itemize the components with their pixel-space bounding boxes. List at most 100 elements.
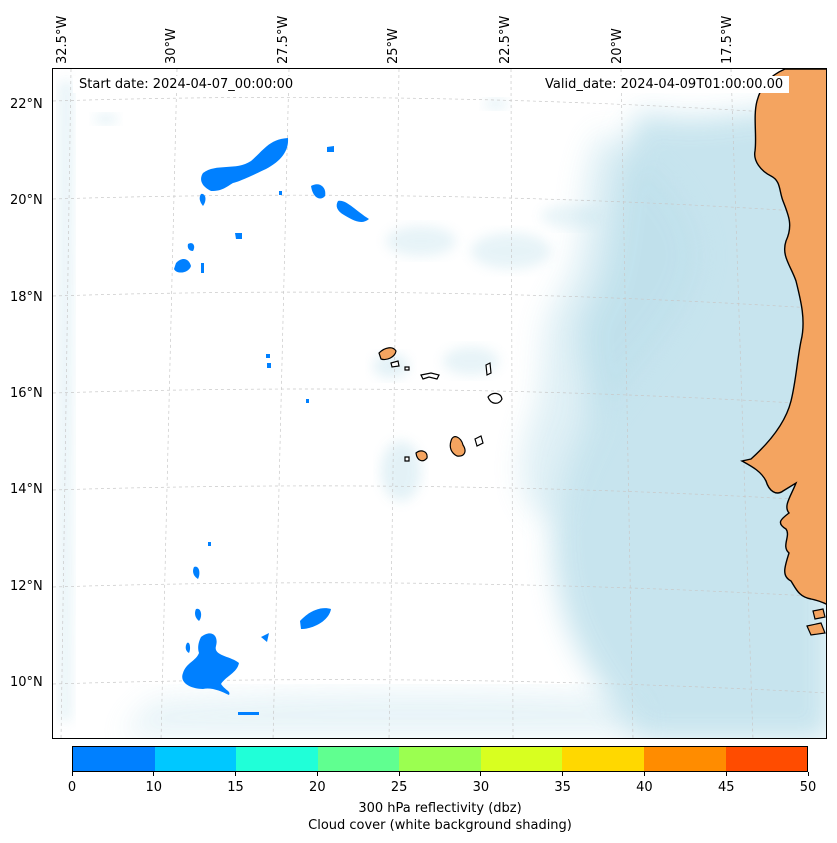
lon-label-30w: 30°W bbox=[164, 28, 179, 64]
colorbar-tick-mark bbox=[643, 772, 645, 776]
colorbar-tick-label: 25 bbox=[390, 780, 408, 795]
reflectivity-patch-12 bbox=[267, 363, 271, 368]
island-maio bbox=[474, 435, 484, 447]
island-boa-vista bbox=[487, 392, 503, 404]
lon-label-20w: 20°W bbox=[610, 28, 625, 64]
lat-line-14n bbox=[53, 485, 826, 502]
lon-line-22.5w bbox=[510, 69, 514, 738]
lat-label-10n: 10°N bbox=[10, 675, 43, 690]
start-date-label: Start date: 2024-04-07_00:00:00 bbox=[73, 76, 300, 93]
lat-line-20n bbox=[53, 194, 826, 214]
reflectivity-patch-4 bbox=[199, 193, 206, 206]
island-santo-antao bbox=[378, 347, 397, 361]
west-africa-coast bbox=[740, 69, 826, 605]
lat-line-12n bbox=[53, 582, 826, 598]
colorbar-segment-30-35 bbox=[480, 747, 563, 771]
island-fogo bbox=[415, 450, 428, 462]
colorbar-tick-label: 15 bbox=[227, 780, 244, 795]
lat-line-16n bbox=[53, 388, 826, 406]
island-sao-vicente bbox=[390, 360, 400, 368]
reflectivity-patch-5 bbox=[174, 259, 191, 273]
reflectivity-patch-13 bbox=[306, 399, 309, 403]
reflectivity-patch-18 bbox=[185, 642, 191, 653]
reflectivity-contours bbox=[174, 138, 369, 715]
cloud-patch-6 bbox=[541, 204, 601, 228]
lat-label-16n: 16°N bbox=[10, 386, 43, 401]
lat-label-20n: 20°N bbox=[10, 193, 43, 208]
lat-label-14n: 14°N bbox=[10, 482, 43, 497]
reflectivity-patch-19 bbox=[261, 633, 269, 642]
colorbar-tick-mark bbox=[807, 772, 809, 776]
reflectivity-patch-11 bbox=[266, 354, 270, 358]
lon-label-32.5w: 32.5°W bbox=[55, 15, 70, 64]
reflectivity-patch-15 bbox=[300, 608, 331, 629]
cape-verde-islands bbox=[378, 347, 503, 462]
colorbar-segment-10-15 bbox=[154, 747, 237, 771]
colorbar-tick-mark bbox=[725, 772, 727, 776]
colorbar-segment-45-50 bbox=[725, 747, 808, 771]
cloud-patch-7 bbox=[94, 114, 118, 124]
colorbar-tick-mark bbox=[153, 772, 155, 776]
colorbar-tick-mark bbox=[562, 772, 564, 776]
lat-label-18n: 18°N bbox=[10, 290, 43, 305]
cloud-patch-1 bbox=[386, 226, 456, 256]
cloud-band-south bbox=[121, 692, 641, 736]
lat-label-22n: 22°N bbox=[10, 97, 43, 112]
colorbar-tick-label: 35 bbox=[554, 780, 571, 795]
map-canvas bbox=[53, 69, 826, 738]
lat-line-18n bbox=[53, 291, 826, 310]
reflectivity-patch-1 bbox=[201, 138, 289, 191]
colorbar-tick-mark bbox=[71, 772, 73, 776]
colorbar-segment-20-25 bbox=[317, 747, 400, 771]
colorbar-tick-mark bbox=[480, 772, 482, 776]
reflectivity-patch-17 bbox=[182, 633, 239, 695]
reflectivity-patch-14 bbox=[193, 566, 200, 579]
colorbar-tick-mark bbox=[398, 772, 400, 776]
bijagos-islands bbox=[806, 608, 826, 636]
cloud-patch-8 bbox=[484, 99, 508, 109]
colorbar-tick-label: 10 bbox=[145, 780, 163, 795]
cloud-patch-5 bbox=[373, 354, 409, 378]
colorbar-subtitle: Cloud cover (white background shading) bbox=[308, 818, 572, 833]
colorbar-segment-25-30 bbox=[399, 747, 481, 771]
colorbar-tick-label: 40 bbox=[636, 780, 653, 795]
map-panel bbox=[52, 68, 827, 739]
island-brava bbox=[404, 456, 410, 462]
island-sal bbox=[485, 362, 492, 376]
reflectivity-patch-3 bbox=[336, 200, 369, 222]
lon-line-17.5w bbox=[730, 69, 754, 738]
colorbar-tick-mark bbox=[316, 772, 318, 776]
lon-label-27.5w: 27.5°W bbox=[276, 15, 291, 64]
lat-label-12n: 12°N bbox=[10, 579, 43, 594]
reflectivity-patch-20 bbox=[238, 712, 259, 715]
reflectivity-patch-7 bbox=[235, 233, 242, 239]
lon-line-27.5w bbox=[272, 69, 290, 738]
cloud-patch-2 bbox=[471, 233, 551, 269]
colorbar-tick-label: 0 bbox=[67, 780, 77, 795]
reflectivity-patch-6 bbox=[187, 243, 195, 251]
colorbar-title: 300 hPa reflectivity (dbz) bbox=[358, 801, 522, 816]
valid-date-label: Valid_date: 2024-04-09T01:00:00.00 bbox=[539, 76, 790, 93]
lon-line-32.5w bbox=[60, 69, 72, 738]
colorbar-tick-mark bbox=[235, 772, 237, 776]
colorbar-segment-35-40 bbox=[562, 747, 644, 771]
reflectivity-patch-2 bbox=[311, 184, 326, 199]
island-santiago bbox=[449, 436, 466, 457]
colorbar-tick-label: 20 bbox=[309, 780, 326, 795]
reflectivity-patch-8 bbox=[327, 146, 334, 152]
reflectivity-patch-9 bbox=[279, 191, 282, 195]
lon-line-30w bbox=[160, 69, 178, 738]
colorbar bbox=[72, 746, 808, 772]
graticule bbox=[53, 69, 826, 738]
colorbar-segment-15-20 bbox=[236, 747, 318, 771]
cloud-cover-shading bbox=[59, 81, 826, 738]
lat-line-22n bbox=[53, 96, 826, 117]
lon-line-25w bbox=[388, 69, 400, 738]
lon-label-17.5w: 17.5°W bbox=[720, 15, 735, 64]
colorbar-segment-0-10 bbox=[73, 747, 155, 771]
lon-line-20w bbox=[620, 69, 634, 738]
cloud-patch-3 bbox=[443, 347, 499, 375]
colorbar-tick-label: 30 bbox=[472, 780, 490, 795]
cloud-patch-4 bbox=[381, 441, 421, 501]
colorbar-segment-40-45 bbox=[643, 747, 726, 771]
